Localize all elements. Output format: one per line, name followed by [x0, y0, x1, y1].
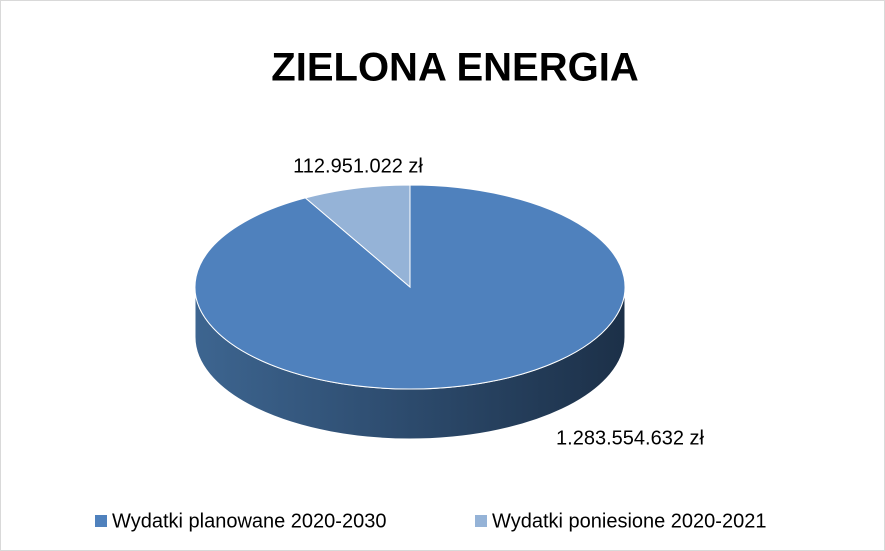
- legend-label: Wydatki poniesione 2020-2021: [492, 510, 766, 532]
- data-label: 112.951.022 zł: [293, 155, 423, 177]
- pie-slice: [304, 184, 411, 289]
- legend-swatch: [95, 515, 107, 527]
- pie-slice: [194, 184, 626, 390]
- chart-title: ZIELONA ENERGIA: [271, 46, 638, 90]
- legend-label: Wydatki planowane 2020-2030: [112, 510, 386, 532]
- data-label: 1.283.554.632 zł: [556, 427, 704, 449]
- legend-swatch: [475, 515, 487, 527]
